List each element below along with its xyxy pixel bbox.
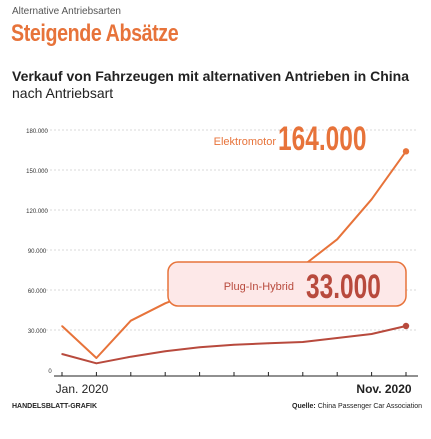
data-point: [370, 198, 373, 201]
series-line: [61, 150, 407, 359]
source-label: Quelle:: [292, 403, 316, 410]
y-tick-label: 150.000: [26, 169, 48, 175]
y-tick-label: 180.000: [26, 129, 48, 135]
series-label-elektromotor: Elektromotor: [214, 136, 277, 148]
y-tick-label: 90.000: [28, 249, 47, 255]
data-point: [233, 343, 235, 346]
data-point: [402, 148, 410, 155]
data-point: [61, 353, 63, 355]
data-point: [302, 341, 304, 343]
data-point: [164, 302, 166, 305]
kicker: Alternative Antriebsarten: [12, 6, 121, 17]
data-point: [198, 346, 201, 349]
subtitle-bold: Verkauf von Fahrzeugen mit alternativen …: [12, 68, 410, 84]
chart: 0 30.000 60.000 90.000 120.000 150.000 180.000…: [0, 110, 431, 410]
callout-value-elektromotor: 164.000: [278, 120, 366, 158]
source-note: Quelle: China Passenger Car Association: [292, 403, 422, 410]
data-point: [164, 350, 166, 353]
subtitle-rest: nach Antriebsart: [12, 85, 114, 101]
callout-value-plug-in-hybrid: 33.000: [306, 268, 381, 306]
y-tick-label: 0: [48, 369, 52, 375]
data-point: [61, 325, 63, 327]
y-tick-label: 60.000: [28, 289, 47, 295]
headline: Steigende Absätze: [11, 20, 179, 47]
data-point: [130, 319, 132, 322]
y-tick-label: 30.000: [28, 329, 47, 335]
data-point: [336, 238, 339, 241]
data-point: [267, 342, 270, 345]
series-label-plug-in-hybrid: Plug-In-Hybrid: [224, 281, 294, 293]
data-point: [336, 337, 339, 339]
data-point: [370, 333, 373, 335]
subtitle: Verkauf von Fahrzeugen mit alternativen …: [12, 68, 422, 102]
line-chart: 0 30.000 60.000 90.000 120.000 150.000 180.000…: [26, 120, 418, 396]
brand-label: HANDELSBLATT-GRAFIK: [12, 403, 98, 410]
data-point: [402, 322, 410, 330]
hybrid-highlight-box: [167, 261, 407, 307]
x-tick-label-last: Nov. 2020: [356, 382, 411, 396]
y-tick-label: 120.000: [26, 209, 48, 215]
data-point: [130, 355, 132, 358]
source-text: China Passenger Car Association: [315, 403, 422, 410]
data-point: [95, 362, 98, 365]
data-point: [95, 357, 98, 359]
x-tick-label-first: Jan. 2020: [56, 382, 109, 396]
